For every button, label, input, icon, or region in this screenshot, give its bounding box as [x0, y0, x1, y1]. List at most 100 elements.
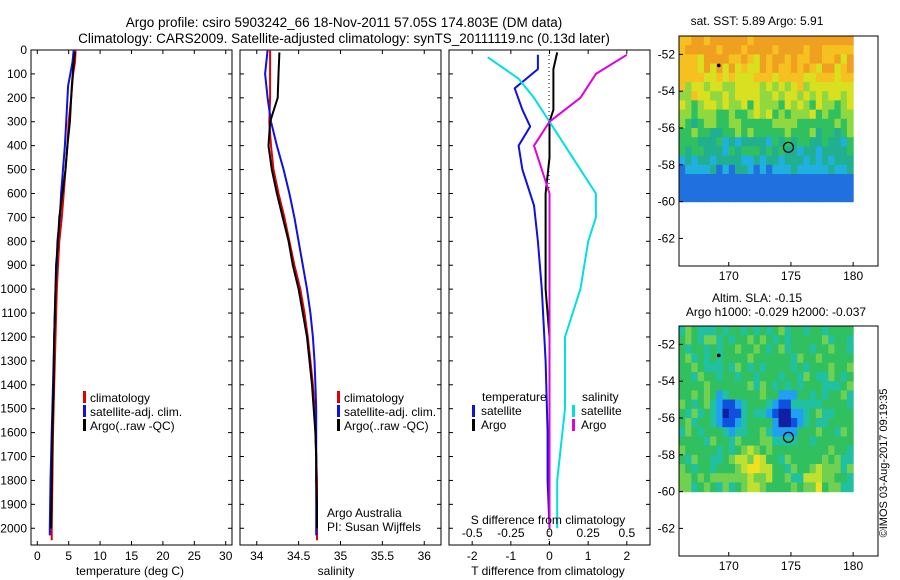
map-cell — [735, 390, 742, 401]
map-cell — [778, 454, 786, 465]
map-cell — [784, 362, 792, 373]
map-cell — [772, 372, 780, 382]
map-cell — [741, 408, 748, 419]
y-tick-label: 0 — [20, 43, 27, 57]
x-tick-label: 36 — [418, 549, 432, 563]
map-cell — [828, 164, 836, 175]
map-cell — [735, 155, 742, 166]
map-cell — [784, 381, 792, 391]
map-cell — [766, 482, 773, 493]
map-cell — [803, 192, 811, 203]
map-cell — [766, 36, 773, 46]
y-tick-label: 300 — [7, 115, 27, 129]
s-tick-label: -0.5 — [462, 526, 483, 540]
map-cell — [741, 473, 748, 483]
map-cell — [784, 36, 792, 46]
map-cell — [679, 54, 686, 65]
map-cell — [766, 326, 773, 336]
map-cell — [797, 109, 804, 120]
map-cell — [722, 454, 730, 465]
y-tick-label: 900 — [7, 258, 27, 272]
map-cell — [846, 372, 854, 382]
y-tick-label: 1400 — [0, 378, 27, 392]
map-cell — [759, 464, 767, 474]
map-cell — [735, 482, 742, 493]
map-cell — [728, 454, 736, 465]
map-cell — [766, 128, 773, 138]
map-cell — [691, 482, 699, 493]
map-cell — [703, 335, 711, 345]
map-cell — [790, 155, 798, 166]
map-cell — [722, 118, 730, 129]
map-cell — [741, 82, 748, 92]
map-cell — [691, 146, 699, 157]
map-cell — [728, 118, 736, 129]
map-cell — [790, 408, 798, 419]
map-cell — [840, 362, 848, 373]
map-cell — [759, 335, 767, 345]
map-cell — [809, 381, 817, 391]
map-cell — [679, 174, 686, 184]
map-cell — [834, 91, 842, 101]
map-cell — [747, 128, 755, 138]
map-cell — [790, 381, 798, 391]
map-cell — [753, 36, 761, 46]
map-cell — [822, 45, 829, 55]
map-cell — [679, 427, 686, 437]
map-cell — [772, 155, 780, 166]
map-cell — [728, 436, 736, 447]
map-cell — [809, 344, 817, 355]
map-cell — [797, 362, 804, 373]
map-cell — [759, 128, 767, 138]
map-cell — [685, 174, 692, 184]
map-cell — [759, 137, 767, 147]
map-cell — [759, 63, 767, 74]
sla-map-frame — [678, 325, 879, 557]
map-cell — [728, 372, 736, 382]
map-cell — [685, 137, 692, 147]
x-tick-label: -2 — [467, 549, 478, 563]
map-cell — [710, 464, 717, 474]
map-cell — [790, 344, 798, 355]
map-cell — [784, 192, 792, 203]
map-cell — [803, 473, 811, 483]
map-cell — [840, 137, 848, 147]
map-cell — [815, 482, 823, 493]
map-cell — [691, 174, 699, 184]
map-cell — [691, 91, 699, 101]
map-cell — [766, 427, 773, 437]
map-cell — [759, 155, 767, 166]
map-cell — [846, 418, 854, 428]
map-cell — [722, 82, 730, 92]
map-cell — [728, 155, 736, 166]
map-cell — [741, 164, 748, 175]
map-cell — [846, 464, 854, 474]
map-cell — [747, 109, 755, 120]
map-cell — [753, 54, 761, 65]
map-cell — [790, 192, 798, 203]
map-cell — [747, 436, 755, 447]
map-cell — [803, 399, 811, 410]
map-cell — [834, 63, 842, 74]
map-cell — [766, 45, 773, 55]
map-cell — [741, 155, 748, 166]
map-cell — [722, 128, 730, 138]
map-cell — [679, 183, 686, 193]
map-cell — [759, 473, 767, 483]
map-cell — [834, 353, 842, 364]
map-cell — [772, 464, 780, 474]
map-cell — [772, 344, 780, 355]
map-cell — [679, 390, 686, 401]
map-cell — [728, 36, 736, 46]
map-cell — [790, 36, 798, 46]
map-cell — [716, 91, 724, 101]
map-cell — [735, 183, 742, 193]
temperature-x-label: temperature (deg C) — [76, 564, 184, 578]
map-cell — [753, 427, 761, 437]
map-cell — [728, 82, 736, 92]
map-cell — [815, 118, 823, 129]
map-cell — [703, 326, 711, 336]
map-cell — [790, 399, 798, 410]
map-cell — [735, 381, 742, 391]
map-cell — [834, 36, 842, 46]
